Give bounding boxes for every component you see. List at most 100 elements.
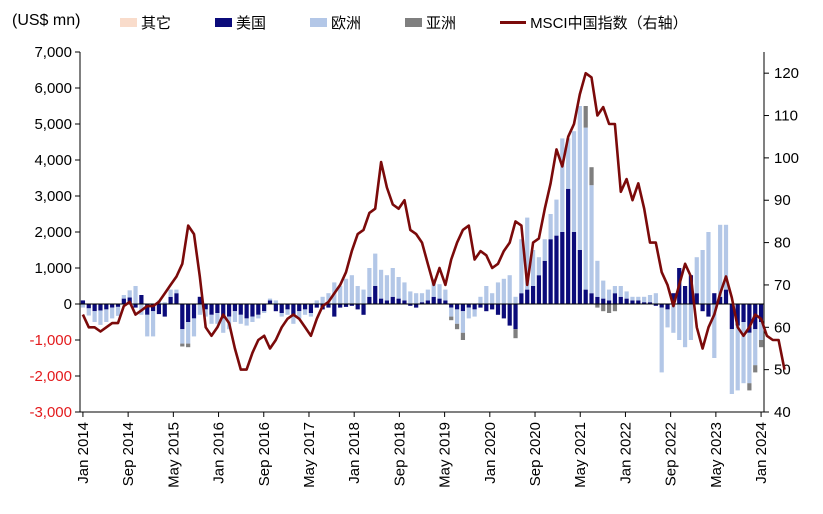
bar-europe [92,311,97,322]
bar-asia [454,323,460,330]
bar-europe [384,275,390,301]
x-axis-tick-label: May 2015 [165,422,182,488]
bar-us [618,296,623,304]
bar-us [577,250,582,304]
bar-us [162,304,167,317]
bar-europe [150,311,156,337]
bar-europe [472,309,477,317]
bar-europe [542,239,547,261]
bar-us [297,304,302,312]
unit-label: (US$ mn) [12,12,81,29]
bar-europe [747,332,752,384]
bar-asia [180,343,185,347]
bar-us [706,304,711,317]
bar-us [215,304,220,313]
bar-europe [419,293,425,303]
bar-europe [191,318,197,337]
x-axis-tick-label: Jan 2016 [211,422,228,484]
legend-label-other: 其它 [141,15,172,32]
right-axis-tick-label: 120 [774,65,799,82]
bar-europe [606,289,612,301]
bar-us [694,293,699,304]
left-axis-tick-label: 1,000 [34,260,72,277]
bar-us [712,293,717,304]
bar-us [343,304,349,307]
bar-europe [659,307,664,373]
bar-us [548,239,553,304]
bar-europe [425,289,430,301]
bar-us [525,289,530,304]
bar-asia [460,332,466,340]
bar-us [437,298,442,304]
bar-europe [636,296,641,301]
bar-europe [530,250,536,286]
bar-us [110,304,115,308]
bar-europe [437,284,442,299]
bar-europe [700,250,705,304]
bar-europe [490,293,495,304]
bar-europe [98,310,103,325]
bar-europe [396,277,401,299]
bar-europe [507,275,512,304]
bar-asia [612,304,618,312]
bar-europe [349,275,354,304]
bar-us [490,304,495,310]
bar-europe [121,295,126,299]
bar-us [174,293,179,304]
bar-asia [753,365,758,373]
legend-swatch-asia [405,18,423,27]
bar-europe [291,314,296,324]
bar-europe [554,199,559,236]
bar-us [601,298,606,304]
bar-us [723,289,729,304]
bar-us [121,298,126,304]
bar-europe [741,322,746,384]
bar-us [653,304,658,306]
bar-europe [343,278,349,304]
bar-europe [449,307,454,317]
bar-europe [104,309,109,322]
bar-europe [209,314,214,324]
left-axis-tick-label: 7,000 [34,44,72,61]
left-axis-tick-label: 2,000 [34,224,72,241]
bar-europe [80,304,86,308]
bar-us [285,304,290,310]
bar-us [238,304,243,315]
right-axis-tick-label: 60 [774,319,791,336]
bar-us [209,304,214,315]
bar-us [104,304,109,310]
bar-us [484,304,489,312]
x-axis-tick-label: May 2023 [708,422,725,488]
bar-europe [431,278,436,297]
bar-us [133,304,138,308]
bar-us [80,300,86,304]
legend-item-us: 美国 [215,12,266,33]
legend-label-asia: 亚洲 [426,15,457,32]
bar-europe [127,290,132,298]
bar-europe [460,311,466,333]
bar-europe [677,304,682,340]
bar-europe [297,311,302,319]
bar-us [338,304,343,308]
bar-europe [735,325,740,391]
bar-us [454,304,460,310]
bar-us [232,304,238,312]
bar-us [98,304,103,311]
legend-swatch-msci [500,21,527,24]
bar-europe [244,318,249,326]
bar-europe [238,314,243,324]
left-axis-tick-label: -3,000 [29,404,72,421]
bar-europe [712,304,717,358]
left-axis-tick-label: 0 [64,296,72,313]
x-axis-tick-label: Sep 2016 [256,422,273,486]
x-axis-tick-label: Jan 2024 [753,422,770,484]
msci-china-index-line [81,71,786,371]
bar-us [291,304,296,315]
bar-europe [513,296,518,304]
bar-us [384,300,390,304]
bar-europe [367,268,372,297]
x-axis-tick-label: Sep 2022 [663,422,680,486]
bar-europe [215,313,220,324]
bar-europe [665,309,670,328]
